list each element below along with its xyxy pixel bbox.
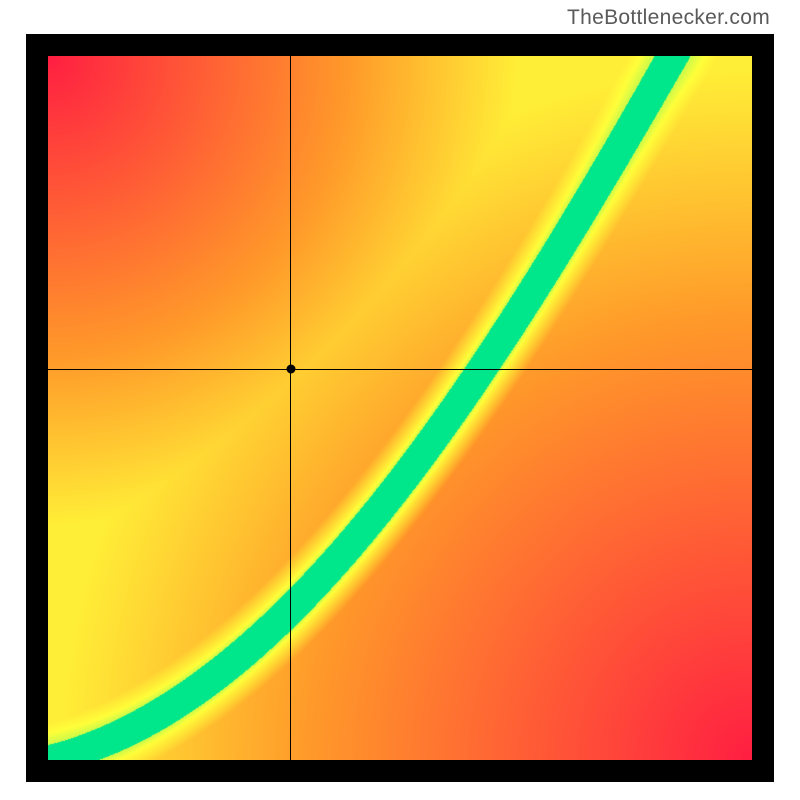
crosshair-dot — [286, 365, 295, 374]
crosshair-vertical — [290, 56, 291, 760]
watermark: TheBottlenecker.com — [567, 6, 770, 30]
heatmap-canvas — [48, 56, 752, 760]
crosshair-horizontal — [48, 369, 752, 370]
figure-container: TheBottlenecker.com — [0, 0, 800, 800]
